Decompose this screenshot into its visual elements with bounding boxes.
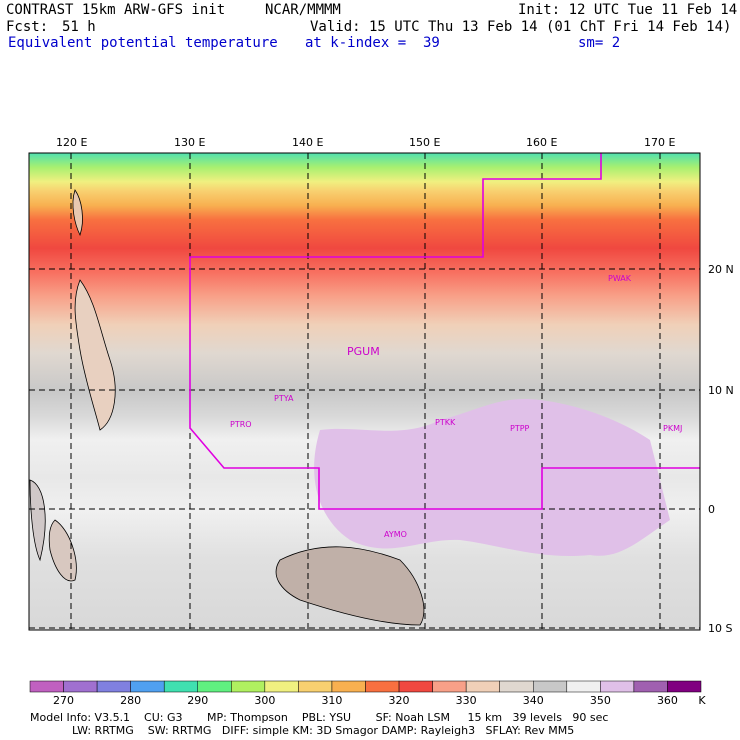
- field-name: Equivalent potential temperature: [8, 35, 278, 51]
- colorbar-swatch: [533, 680, 568, 693]
- colorbar-swatch: [465, 680, 500, 693]
- taiwan-land: [72, 189, 83, 237]
- lon-label-160: 160 E: [526, 136, 558, 149]
- colorbar-swatch: [499, 680, 534, 693]
- colorbar-swatch: [298, 680, 333, 693]
- colorbar-tick-label: 320: [388, 694, 410, 707]
- model-info-line1: Model Info: V3.5.1 CU: G3 MP: Thompson P…: [30, 711, 609, 724]
- init-time: Init: 12 UTC Tue 11 Feb 14: [518, 2, 738, 18]
- level-label: at k-index = 39: [305, 35, 440, 51]
- colorbar-swatch: [365, 680, 400, 693]
- station-ptkk: PTKK: [435, 418, 456, 427]
- colorbar-swatch: [231, 680, 266, 693]
- station-pwak: PWAK: [608, 274, 632, 283]
- station-pgum: PGUM: [347, 345, 380, 358]
- station-ptpp: PTPP: [510, 424, 530, 433]
- colorbar-swatch: [29, 680, 64, 693]
- model-info-line2: LW: RRTMG SW: RRTMG DIFF: simple KM: 3D …: [72, 724, 575, 737]
- colorbar-swatch: [432, 680, 467, 693]
- lat-label-eq: 0: [708, 503, 715, 516]
- colorbar-swatch: [331, 680, 366, 693]
- new-guinea-land: [275, 546, 425, 626]
- sulawesi-land: [48, 519, 77, 582]
- colorbar-swatch: [130, 680, 165, 693]
- valid-time: Valid: 15 UTC Thu 13 Feb 14 (01 ChT Fri …: [310, 19, 732, 35]
- lat-label-10n: 10 N: [708, 384, 734, 397]
- lon-label-140: 140 E: [292, 136, 324, 149]
- station-pkmj: PKMJ: [663, 424, 682, 433]
- station-aymo: AYMO: [384, 530, 407, 539]
- lat-label-20n: 20 N: [708, 263, 734, 276]
- fcst-value: 51 h: [62, 19, 96, 35]
- colorbar-swatch: [566, 680, 601, 693]
- colorbar-tick-label: 280: [120, 694, 142, 707]
- fcst-label: Fcst:: [6, 19, 49, 35]
- smooth-label: sm= 2: [578, 35, 621, 51]
- colorbar-swatch: [163, 680, 198, 693]
- colorbar-swatch: [398, 680, 433, 693]
- lon-label-120: 120 E: [56, 136, 88, 149]
- lon-label-150: 150 E: [409, 136, 441, 149]
- colorbar-swatch: [197, 680, 232, 693]
- colorbar-tick-label: 360: [656, 694, 678, 707]
- colorbar-swatch: [96, 680, 131, 693]
- colorbar-swatch: [667, 680, 702, 693]
- boundary-line: [189, 153, 700, 510]
- colorbar-tick-label: 330: [455, 694, 477, 707]
- philippines-land: [74, 279, 116, 431]
- colorbar-unit: K: [698, 694, 706, 707]
- lat-label-10s: 10 S: [708, 622, 733, 635]
- colorbar-swatch: [600, 680, 635, 693]
- colorbar-tick-label: 290: [187, 694, 209, 707]
- colorbar-tick-label: 340: [522, 694, 544, 707]
- colorbar-swatch: [63, 680, 98, 693]
- colorbar: [29, 680, 702, 693]
- borneo-land: [29, 479, 46, 562]
- colorbar-swatch: [264, 680, 299, 693]
- lon-label-170: 170 E: [644, 136, 676, 149]
- station-ptya: PTYA: [274, 394, 294, 403]
- model-title: CONTRAST 15km ARW-GFS init: [6, 2, 226, 18]
- station-ptro: PTRO: [230, 420, 252, 429]
- colorbar-tick-label: 300: [254, 694, 276, 707]
- org-label: NCAR/MMMM: [265, 2, 341, 18]
- low-theta-region: [314, 399, 670, 557]
- colorbar-tick-label: 350: [589, 694, 611, 707]
- map-frame: [28, 152, 701, 631]
- colorbar-tick-label: 270: [53, 694, 75, 707]
- colorbar-swatch: [633, 680, 668, 693]
- colorbar-tick-label: 310: [321, 694, 343, 707]
- lon-label-130: 130 E: [174, 136, 206, 149]
